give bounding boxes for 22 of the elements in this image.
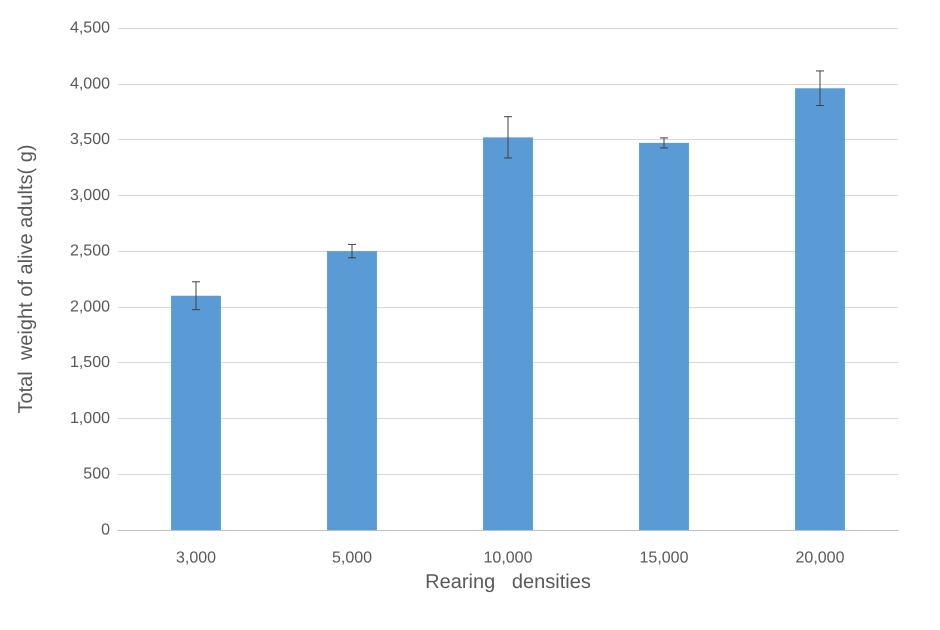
x-tick-label: 3,000: [176, 550, 216, 566]
x-tick-label: 5,000: [332, 550, 372, 566]
bar: [483, 137, 533, 530]
y-tick-label: 3,000: [70, 186, 110, 204]
y-axis-title: Total weight of alive adults( g): [15, 144, 37, 414]
bar: [327, 251, 377, 530]
y-tick-label: 4,000: [70, 75, 110, 92]
y-tick-label: 2,000: [70, 298, 110, 316]
y-tick-label: 1,500: [70, 354, 110, 372]
bar: [171, 296, 221, 530]
x-tick-label: 10,000: [484, 550, 533, 566]
x-axis-title: Rearing densities: [425, 571, 591, 593]
x-tick-label: 20,000: [796, 550, 845, 566]
y-tick-label: 4,500: [70, 20, 110, 36]
x-tick-label: 15,000: [640, 550, 689, 566]
y-tick-label: 3,500: [70, 131, 110, 148]
bar: [795, 88, 845, 530]
bar: [639, 142, 689, 530]
y-tick-label: 500: [83, 466, 110, 483]
y-tick-label: 1,000: [70, 410, 110, 427]
y-tick-label: 0: [101, 522, 110, 538]
y-tick-label: 2,500: [70, 242, 110, 260]
